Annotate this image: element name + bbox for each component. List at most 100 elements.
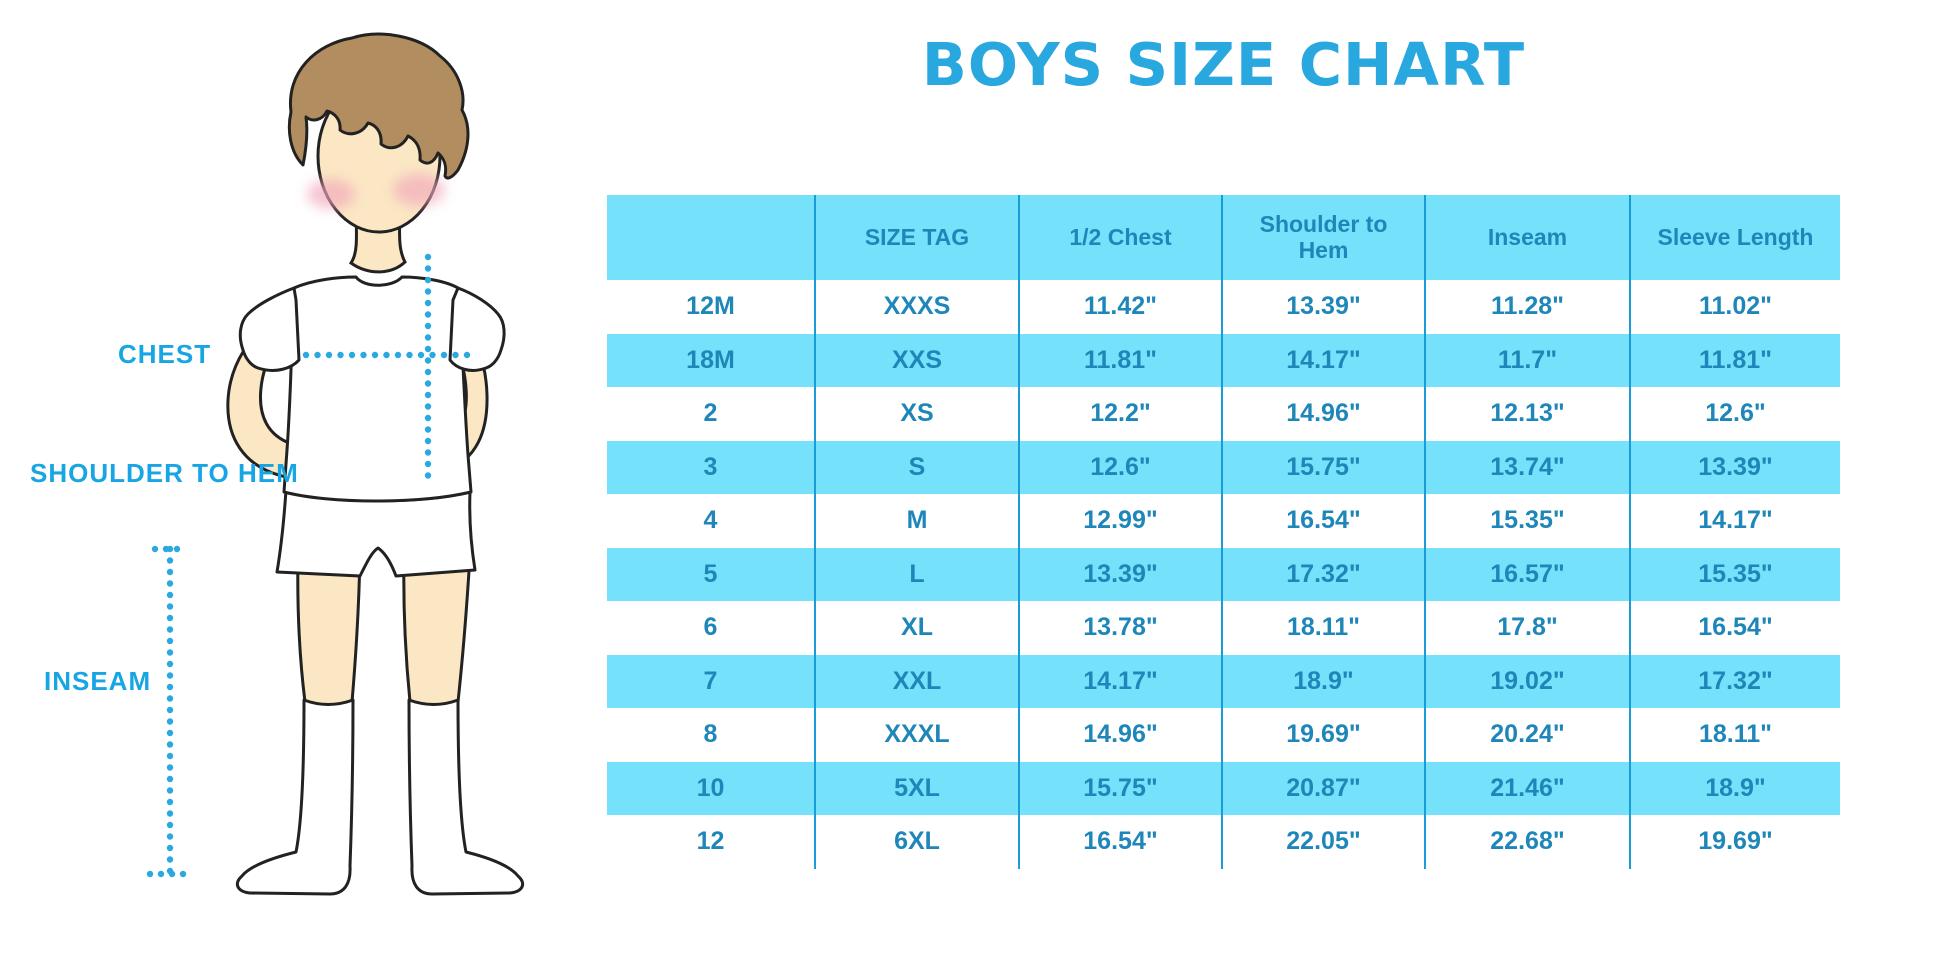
measurement-cell: 13.39" bbox=[1629, 440, 1840, 494]
measurement-cell: 11.7" bbox=[1424, 333, 1629, 387]
measurement-cell: 13.39" bbox=[1221, 280, 1424, 334]
measurement-cell: 12.6" bbox=[1018, 440, 1221, 494]
table-header-row: SIZE TAG 1/2 Chest Shoulder to Hem Insea… bbox=[607, 195, 1840, 280]
size-cell: 5 bbox=[703, 559, 718, 588]
boy-right-sock bbox=[407, 698, 525, 896]
measurement-cell: 16.57" bbox=[1424, 547, 1629, 601]
measurement-cell: 17.32" bbox=[1629, 654, 1840, 708]
measurement-cell: 15.75" bbox=[1018, 761, 1221, 815]
size-cell: 12 bbox=[696, 827, 725, 856]
boy-right-sleeve bbox=[448, 286, 506, 372]
page-title: BOYS SIZE CHART bbox=[921, 30, 1526, 99]
boy-shirt bbox=[282, 275, 473, 503]
measurement-cell: 14.96" bbox=[1018, 708, 1221, 762]
measurement-cell: 18.11" bbox=[1221, 601, 1424, 655]
measurement-cell: 15.35" bbox=[1424, 494, 1629, 548]
table-row: 8 XXXL 14.96" 19.69" 20.24" 18.11" bbox=[607, 708, 1840, 762]
blush-right bbox=[393, 174, 445, 206]
measurement-cell: 14.96" bbox=[1221, 387, 1424, 441]
table-row: 2 XS 12.2" 14.96" 12.13" 12.6" bbox=[607, 387, 1840, 441]
table-row: 18M XXS 11.81" 14.17" 11.7" 11.81" bbox=[607, 333, 1840, 387]
measurement-cell: 20.87" bbox=[1221, 761, 1424, 815]
size-cell: 6 bbox=[703, 613, 718, 642]
measurement-cell: 11.81" bbox=[1018, 333, 1221, 387]
measurement-cell: 14.17" bbox=[1221, 333, 1424, 387]
table-row: 7 XXL 14.17" 18.9" 19.02" 17.32" bbox=[607, 654, 1840, 708]
table-row: 12 6XL 16.54" 22.05" 22.68" 19.69" bbox=[607, 815, 1840, 869]
boy-left-leg bbox=[296, 553, 362, 718]
measurement-cell: 21.46" bbox=[1424, 761, 1629, 815]
measurement-cell: 19.02" bbox=[1424, 654, 1629, 708]
table-row: 10 5XL 15.75" 20.87" 21.46" 18.9" bbox=[607, 761, 1840, 815]
measurement-cell: 12.99" bbox=[1018, 494, 1221, 548]
measurement-cell: 16.54" bbox=[1018, 815, 1221, 869]
boy-shorts bbox=[275, 488, 477, 578]
size-cell: 3 bbox=[703, 452, 718, 481]
measurement-cell: 15.75" bbox=[1221, 440, 1424, 494]
chest-label: CHEST bbox=[118, 339, 212, 369]
measurement-cell: 18.9" bbox=[1221, 654, 1424, 708]
measurement-cell: 11.81" bbox=[1629, 333, 1840, 387]
header-half-chest: 1/2 Chest bbox=[1018, 195, 1221, 280]
measurement-cell: 14.17" bbox=[1629, 494, 1840, 548]
measurement-cell: XXXL bbox=[814, 708, 1018, 762]
table-body: 12M XXXS 11.42" 13.39" 11.28" 11.02" 18M XXS 11.… bbox=[607, 280, 1840, 869]
measurement-cell: 22.68" bbox=[1424, 815, 1629, 869]
measurement-cell: 11.28" bbox=[1424, 280, 1629, 334]
size-cell: 7 bbox=[703, 666, 718, 695]
table-row: 3 S 12.6" 15.75" 13.74" 13.39" bbox=[607, 440, 1840, 494]
size-cell: 18M bbox=[686, 345, 735, 374]
size-cell: 2 bbox=[703, 399, 718, 428]
measurement-cell: 13.78" bbox=[1018, 601, 1221, 655]
blush-left bbox=[307, 179, 355, 209]
measurement-cell: XXS bbox=[814, 333, 1018, 387]
measurement-cell: 18.9" bbox=[1629, 761, 1840, 815]
measurement-cell: 22.05" bbox=[1221, 815, 1424, 869]
measurement-cell: 19.69" bbox=[1629, 815, 1840, 869]
measurement-cell: 17.32" bbox=[1221, 547, 1424, 601]
header-empty-cell bbox=[607, 195, 814, 280]
measurement-cell: 19.69" bbox=[1221, 708, 1424, 762]
measurement-cell: 12.6" bbox=[1629, 387, 1840, 441]
measurement-cell: XS bbox=[814, 387, 1018, 441]
measurement-cell: XL bbox=[814, 601, 1018, 655]
measurement-cell: 18.11" bbox=[1629, 708, 1840, 762]
inseam-label: INSEAM bbox=[44, 666, 152, 696]
size-cell: 8 bbox=[703, 720, 718, 749]
measurement-cell: 12.2" bbox=[1018, 387, 1221, 441]
boy-left-sleeve bbox=[238, 286, 301, 372]
size-table: SIZE TAG 1/2 Chest Shoulder to Hem Insea… bbox=[607, 195, 1840, 869]
measurement-cell: M bbox=[814, 494, 1018, 548]
boy-right-leg bbox=[402, 553, 472, 718]
shoulder-to-hem-label: SHOULDER TO HEM bbox=[30, 458, 299, 488]
measurement-cell: 13.74" bbox=[1424, 440, 1629, 494]
measurement-cell: XXL bbox=[814, 654, 1018, 708]
header-sleeve-length: Sleeve Length bbox=[1629, 195, 1840, 280]
measurement-cell: 12.13" bbox=[1424, 387, 1629, 441]
measurement-cell: 6XL bbox=[814, 815, 1018, 869]
header-size-tag: SIZE TAG bbox=[814, 195, 1018, 280]
measurement-cell: L bbox=[814, 547, 1018, 601]
measurement-cell: 11.02" bbox=[1629, 280, 1840, 334]
measurement-cell: 5XL bbox=[814, 761, 1018, 815]
boy-hair bbox=[287, 32, 470, 180]
measurement-cell: 20.24" bbox=[1424, 708, 1629, 762]
header-shoulder-hem: Shoulder to Hem bbox=[1221, 195, 1424, 280]
size-cell: 10 bbox=[696, 773, 725, 802]
measurement-cell: XXXS bbox=[814, 280, 1018, 334]
size-cell: 4 bbox=[703, 506, 718, 535]
table-row: 4 M 12.99" 16.54" 15.35" 14.17" bbox=[607, 494, 1840, 548]
measurement-cell: 14.17" bbox=[1018, 654, 1221, 708]
table-row: 5 L 13.39" 17.32" 16.57" 15.35" bbox=[607, 547, 1840, 601]
header-inseam: Inseam bbox=[1424, 195, 1629, 280]
measurement-cell: 15.35" bbox=[1629, 547, 1840, 601]
measurement-cell: S bbox=[814, 440, 1018, 494]
boy-left-sock bbox=[235, 698, 355, 896]
size-cell: 12M bbox=[686, 292, 735, 321]
measurement-cell: 16.54" bbox=[1629, 601, 1840, 655]
measurement-cell: 13.39" bbox=[1018, 547, 1221, 601]
boy-measurement-illustration bbox=[146, 32, 525, 896]
table-row: 6 XL 13.78" 18.11" 17.8" 16.54" bbox=[607, 601, 1840, 655]
measurement-cell: 17.8" bbox=[1424, 601, 1629, 655]
